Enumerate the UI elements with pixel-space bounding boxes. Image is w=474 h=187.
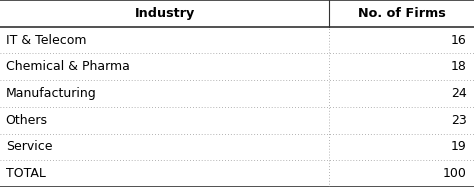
- Text: 18: 18: [451, 60, 467, 73]
- Text: 19: 19: [451, 140, 467, 153]
- Text: IT & Telecom: IT & Telecom: [6, 34, 86, 47]
- Text: Chemical & Pharma: Chemical & Pharma: [6, 60, 129, 73]
- Text: 100: 100: [443, 167, 467, 180]
- Text: Service: Service: [6, 140, 52, 153]
- Text: Industry: Industry: [135, 7, 195, 20]
- Text: Manufacturing: Manufacturing: [6, 87, 96, 100]
- Text: Others: Others: [6, 114, 48, 127]
- Text: 16: 16: [451, 34, 467, 47]
- Text: 23: 23: [451, 114, 467, 127]
- Text: 24: 24: [451, 87, 467, 100]
- Text: No. of Firms: No. of Firms: [358, 7, 446, 20]
- Text: TOTAL: TOTAL: [6, 167, 46, 180]
